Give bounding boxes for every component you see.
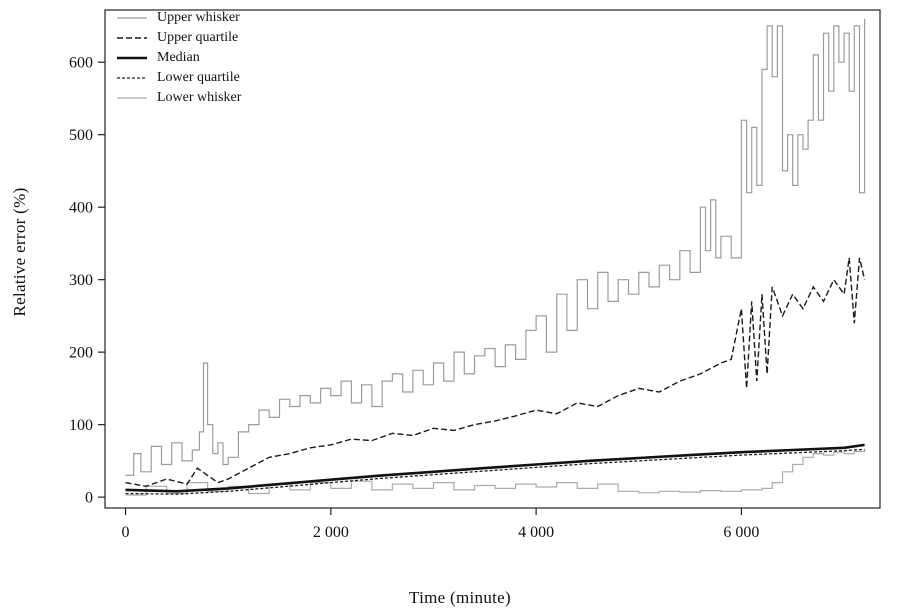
legend-item-lower-quartile: Lower quartile <box>116 68 241 87</box>
y-tick-label: 600 <box>69 55 93 72</box>
y-tick-label: 400 <box>69 200 93 217</box>
x-tick-label: 0 <box>122 524 130 541</box>
legend-line-sample-upper-quartile <box>117 36 147 39</box>
x-tick-label: 4 000 <box>518 524 554 541</box>
legend-line-sample-lower-whisker <box>117 96 147 99</box>
legend-label: Lower whisker <box>157 89 242 105</box>
series-median <box>125 443 865 493</box>
legend-line-sample-median <box>117 56 147 59</box>
series-lower-whisker <box>125 450 866 496</box>
y-axis-title: Relative error (%) <box>10 187 29 317</box>
plot-box <box>104 9 881 509</box>
legend-label: Lower quartile <box>157 69 240 85</box>
y-tick-label: 300 <box>69 272 93 289</box>
legend-item-lower-whisker: Lower whisker <box>116 88 241 107</box>
series-upper-quartile <box>125 257 866 488</box>
legend-line-sample-upper-whisker <box>117 16 147 19</box>
legend: Upper whisker Upper quartile Median Lower q… <box>116 8 241 107</box>
legend-item-upper-quartile: Upper quartile <box>116 28 241 47</box>
y-tick-label: 100 <box>69 417 93 434</box>
y-tick-label: 0 <box>85 490 93 507</box>
series-lower-quartile <box>125 448 865 495</box>
y-tick-label: 200 <box>69 345 93 362</box>
series-upper-whisker <box>125 18 866 476</box>
legend-label: Upper quartile <box>157 29 239 45</box>
legend-label: Upper whisker <box>157 9 240 25</box>
legend-label: Median <box>157 49 200 65</box>
legend-item-upper-whisker: Upper whisker <box>116 8 241 27</box>
legend-item-median: Median <box>116 48 241 67</box>
legend-line-sample-lower-quartile <box>117 76 147 79</box>
x-tick-label: 6 000 <box>723 524 759 541</box>
y-tick-label: 500 <box>69 127 93 144</box>
x-axis-title: Time (minute) <box>409 588 511 607</box>
x-tick-label: 2 000 <box>313 524 349 541</box>
